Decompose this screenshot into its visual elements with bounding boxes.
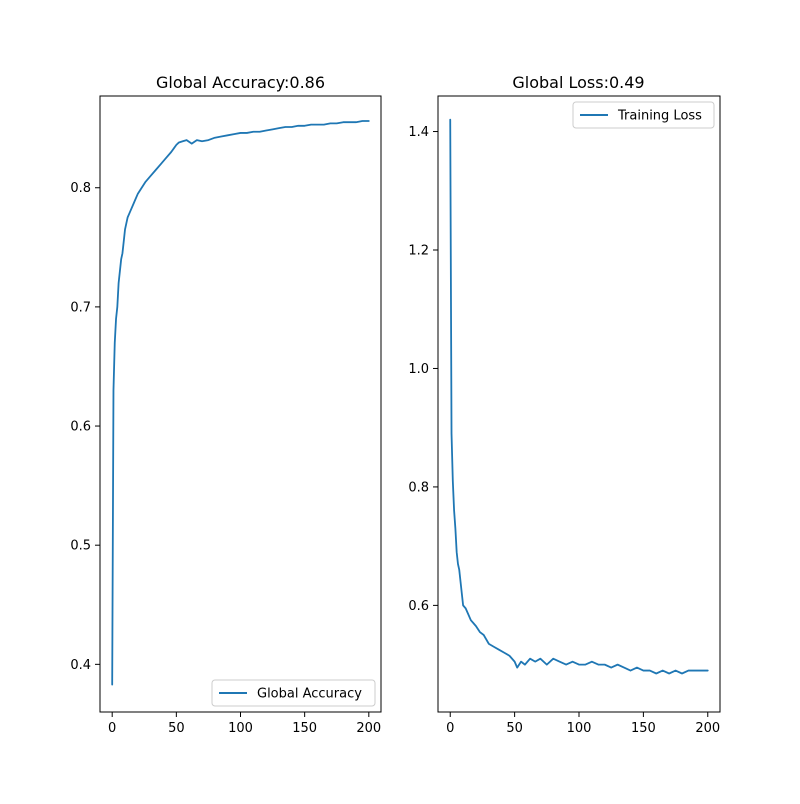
accuracy-y-tick-label: 0.4	[70, 658, 91, 673]
accuracy-x-tick-label: 100	[228, 721, 253, 736]
loss-x-tick-label: 150	[631, 721, 656, 736]
loss-y-tick-label: 0.8	[408, 480, 429, 495]
loss-y-tick-label: 1.0	[408, 362, 429, 377]
accuracy-y-tick-label: 0.5	[70, 539, 91, 554]
accuracy-ticks: 0 50 100 150 200 0.4 0.5 0.6 0.7 0.8	[70, 181, 381, 736]
accuracy-legend: Global Accuracy	[211, 679, 376, 707]
accuracy-y-tick-label: 0.8	[70, 181, 91, 196]
loss-y-tick-label: 1.4	[408, 125, 429, 140]
accuracy-x-tick-label: 50	[168, 721, 185, 736]
loss-x-tick-label: 200	[695, 721, 720, 736]
loss-series-line	[449, 118, 709, 675]
accuracy-x-tick-label: 0	[108, 721, 116, 736]
loss-x-tick-label: 0	[446, 721, 454, 736]
loss-panel: Global Loss:0.49 0 50 100 150 200 0.6 0.8 1.0 1.…	[408, 73, 721, 736]
loss-y-tick-label: 0.6	[408, 599, 429, 614]
accuracy-panel-title: Global Accuracy:0.86	[156, 73, 325, 92]
loss-y-tick-label: 1.2	[408, 244, 429, 259]
loss-panel-title: Global Loss:0.49	[512, 73, 644, 92]
loss-axes-frame	[437, 95, 721, 713]
accuracy-x-tick-label: 150	[292, 721, 317, 736]
loss-x-tick-label: 100	[567, 721, 592, 736]
accuracy-legend-box	[211, 679, 376, 707]
accuracy-y-tick-label: 0.7	[70, 300, 91, 315]
loss-x-tick-label: 50	[506, 721, 523, 736]
loss-plot-area	[449, 118, 709, 675]
loss-ticks: 0 50 100 150 200 0.6 0.8 1.0 1.2 1.4	[408, 125, 720, 736]
accuracy-axes-frame	[99, 95, 382, 713]
accuracy-plot-area	[111, 120, 370, 686]
loss-legend-box	[572, 101, 715, 129]
accuracy-panel: Global Accuracy:0.86 0 50 100 150 2000.40.50…	[70, 73, 382, 736]
accuracy-legend-label: Global Accuracy	[257, 687, 362, 702]
accuracy-y-tick-label: 0.6	[70, 420, 91, 435]
loss-legend-label: Training Loss	[617, 109, 702, 124]
accuracy-x-tick-label: 200	[356, 721, 381, 736]
accuracy-series-line	[111, 120, 370, 686]
loss-legend: Training Loss	[572, 101, 715, 129]
